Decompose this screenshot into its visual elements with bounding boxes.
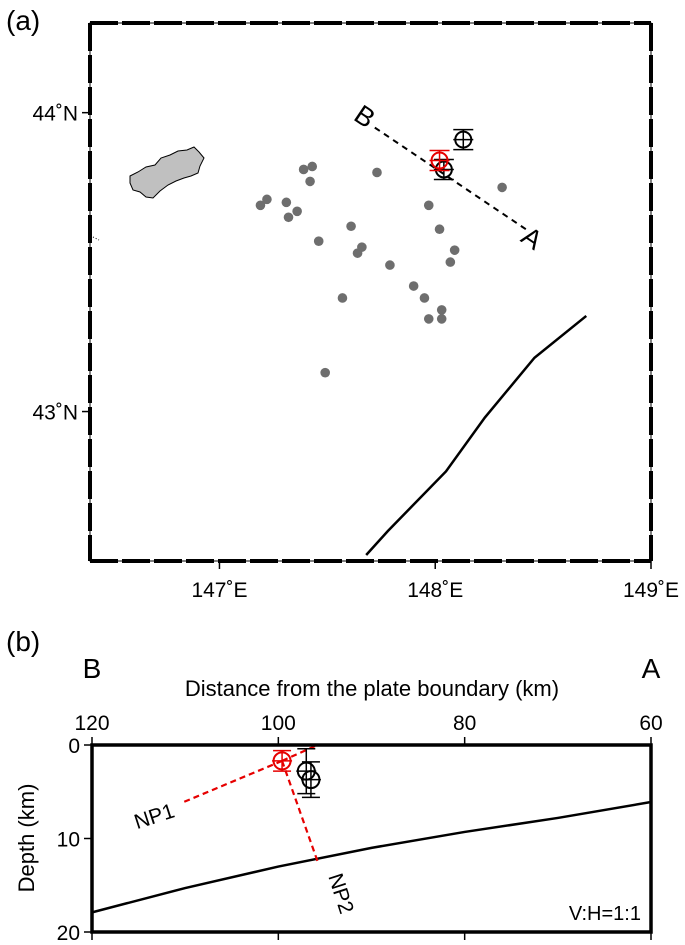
epicenter-dot (352, 248, 363, 258)
epicenter-dot (292, 206, 302, 217)
epicenter-dot (436, 314, 447, 324)
epicenter-dot (434, 224, 445, 235)
panel-a-label: (a) (6, 5, 40, 36)
epicenter-dot (445, 257, 456, 267)
nodal-plane-line (181, 759, 283, 804)
x-tick-label: 60 (639, 712, 662, 735)
event-circle (301, 770, 321, 790)
section-end-a: A (642, 653, 661, 684)
panel-a: (a) B A 147˚E 148˚E 149˚E 43˚N44˚N (6, 5, 679, 602)
epicenter-dot (346, 221, 356, 232)
epicenter-dot (423, 200, 434, 211)
epicenter-dot (283, 212, 294, 223)
event-circle (434, 160, 453, 179)
scale-annotation: V:H=1:1 (569, 903, 641, 925)
epicenter-dot (408, 281, 419, 291)
epicenter-dot (262, 194, 272, 205)
y-tick-label: 0 (68, 735, 80, 758)
epicenters (255, 161, 507, 378)
epicenter-dot (497, 182, 507, 193)
x-axis-ticks: 147˚E 148˚E 149˚E (191, 561, 679, 602)
epicenter-dot (298, 164, 309, 175)
island-shape (129, 146, 205, 199)
nodal-plane-line (281, 743, 318, 762)
x-tick-label: 120 (74, 712, 109, 735)
relocated-event (429, 149, 450, 172)
epicenter-dot (281, 197, 292, 208)
x-axis-title: Distance from the plate boundary (km) (185, 676, 559, 701)
panel-b-label: (b) (6, 626, 40, 657)
section-event (300, 761, 321, 799)
section-y-ticks: 0 10 20 (57, 735, 92, 945)
epicenter-dot (419, 293, 430, 303)
y-axis-title: Depth (km) (14, 784, 39, 893)
section-end-b: B (83, 653, 102, 684)
x-tick-label: 149˚E (623, 579, 679, 602)
epicenter-dot (436, 305, 447, 315)
section-events (272, 747, 321, 799)
coast-fragment (92, 236, 100, 241)
y-tick-label: 10 (57, 829, 80, 852)
epicenter-dot (320, 367, 330, 378)
np2-label: NP2 (323, 871, 358, 917)
y-axis-ticks: 43˚N 44˚N (32, 103, 90, 425)
epicenter-dot (313, 236, 324, 246)
epicenter-dot (255, 200, 266, 211)
event-circle (430, 151, 449, 170)
y-tick-label: 20 (57, 922, 80, 945)
epicenter-dot (372, 167, 382, 178)
x-tick-label: 147˚E (191, 579, 247, 602)
epicenter-dot (385, 260, 395, 270)
nodal-plane-line (281, 760, 320, 865)
np1-label: NP1 (131, 800, 177, 835)
panel-b: (b) B A Distance from the plate boundary… (6, 626, 663, 945)
x-tick-label: 100 (261, 712, 296, 735)
relocated-event (433, 158, 454, 181)
x-tick-label: 80 (453, 712, 476, 735)
x-tick-label: 148˚E (407, 579, 463, 602)
plate-boundary-line (365, 314, 588, 556)
relocated-event (453, 128, 474, 151)
epicenter-dot (307, 161, 318, 172)
event-circle (272, 751, 292, 771)
epicenter-dot (423, 314, 434, 324)
section-event (272, 749, 293, 772)
y-tick-label: 44˚N (32, 103, 78, 126)
y-tick-label: 43˚N (32, 402, 78, 425)
epicenter-dot (337, 293, 348, 303)
section-frame (90, 743, 653, 934)
plate-interface-line (91, 800, 652, 914)
profile-line (374, 126, 527, 231)
section-x-ticks: 120 100 80 60 (74, 712, 663, 940)
event-circle (454, 130, 473, 149)
relocated-events (429, 128, 474, 181)
land-island (92, 146, 205, 241)
nodal-planes (181, 743, 320, 865)
epicenter-dot (449, 245, 460, 255)
epicenter-dot (305, 176, 315, 187)
